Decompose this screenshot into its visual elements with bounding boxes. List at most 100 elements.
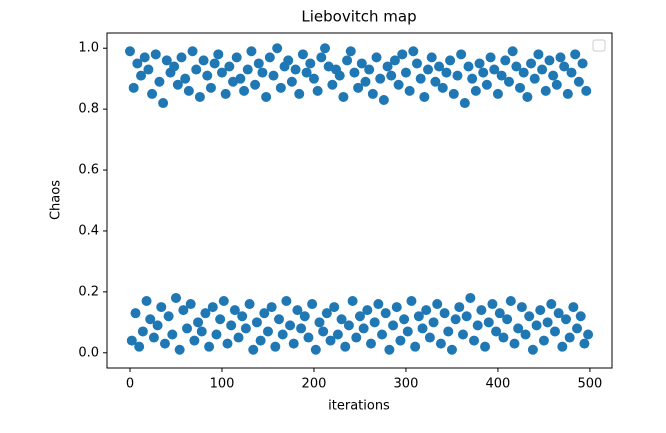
scatter-point bbox=[435, 338, 446, 349]
x-axis-label: iterations bbox=[328, 399, 390, 414]
scatter-point bbox=[553, 308, 564, 319]
scatter-point bbox=[572, 323, 583, 334]
scatter-point bbox=[434, 61, 445, 72]
scatter-point bbox=[266, 302, 277, 313]
scatter-point bbox=[310, 344, 321, 355]
scatter-point bbox=[283, 55, 294, 66]
plot-marks bbox=[124, 43, 594, 355]
scatter-point bbox=[314, 317, 325, 328]
scatter-point bbox=[124, 46, 135, 57]
scatter-point bbox=[386, 70, 397, 81]
scatter-point bbox=[130, 308, 141, 319]
scatter-point bbox=[351, 332, 362, 343]
scatter-point bbox=[137, 326, 148, 337]
scatter-point bbox=[410, 341, 421, 352]
scatter-point bbox=[194, 91, 205, 102]
scatter-point bbox=[286, 76, 297, 87]
scatter-point bbox=[511, 61, 522, 72]
scatter-point bbox=[235, 73, 246, 84]
scatter-point bbox=[145, 314, 156, 325]
scatter-point bbox=[150, 49, 161, 60]
scatter-point bbox=[513, 323, 524, 334]
scatter-point bbox=[329, 302, 340, 313]
scatter-point bbox=[126, 335, 137, 346]
scatter-point bbox=[204, 341, 215, 352]
scatter-point bbox=[213, 49, 224, 60]
x-tick-label: 100 bbox=[210, 377, 235, 392]
scatter-point bbox=[207, 302, 218, 313]
scatter-point bbox=[237, 311, 248, 322]
scatter-point bbox=[272, 43, 283, 54]
scatter-point bbox=[312, 85, 323, 96]
scatter-point bbox=[132, 58, 143, 69]
scatter-point bbox=[170, 292, 181, 303]
scatter-point bbox=[520, 329, 531, 340]
scatter-point bbox=[211, 329, 222, 340]
scatter-point bbox=[222, 338, 233, 349]
scatter-point bbox=[397, 49, 408, 60]
scatter-point bbox=[285, 320, 296, 331]
scatter-point bbox=[342, 55, 353, 66]
scatter-point bbox=[470, 85, 481, 96]
scatter-point bbox=[395, 335, 406, 346]
scatter-point bbox=[183, 85, 194, 96]
scatter-point bbox=[457, 329, 468, 340]
scatter-point bbox=[443, 326, 454, 337]
scatter-point bbox=[139, 52, 150, 63]
scatter-point bbox=[487, 299, 498, 310]
scatter-point bbox=[292, 305, 303, 316]
scatter-point bbox=[415, 73, 426, 84]
scatter-point bbox=[533, 49, 544, 60]
scatter-point bbox=[274, 314, 285, 325]
x-tick-label: 200 bbox=[302, 377, 327, 392]
scatter-point bbox=[535, 305, 546, 316]
scatter-point bbox=[152, 320, 163, 331]
scatter-point bbox=[492, 88, 503, 99]
scatter-point bbox=[360, 76, 371, 87]
scatter-point bbox=[176, 52, 187, 63]
scatter-point bbox=[242, 64, 253, 75]
y-axis-label: Chaos bbox=[49, 180, 64, 220]
scatter-point bbox=[198, 55, 209, 66]
x-tick-label: 400 bbox=[486, 377, 511, 392]
scatter-point bbox=[338, 91, 349, 102]
scatter-point bbox=[161, 55, 172, 66]
scatter-point bbox=[500, 55, 511, 66]
scatter-point bbox=[548, 70, 559, 81]
scatter-point bbox=[494, 308, 505, 319]
scatter-point bbox=[250, 79, 261, 90]
scatter-point bbox=[216, 67, 227, 78]
scatter-point bbox=[461, 311, 472, 322]
scatter-point bbox=[255, 335, 266, 346]
scatter-point bbox=[388, 320, 399, 331]
scatter-point bbox=[463, 61, 474, 72]
scatter-point bbox=[172, 79, 183, 90]
scatter-point bbox=[421, 305, 432, 316]
scatter-point bbox=[448, 88, 459, 99]
scatter-point bbox=[577, 58, 588, 69]
scatter-point bbox=[334, 70, 345, 81]
scatter-point bbox=[307, 299, 318, 310]
scatter-point bbox=[581, 85, 592, 96]
scatter-point bbox=[496, 70, 507, 81]
scatter-point bbox=[178, 305, 189, 316]
scatter-point bbox=[515, 82, 526, 93]
scatter-point bbox=[570, 49, 581, 60]
scatter-point bbox=[404, 85, 415, 96]
scatter-point bbox=[375, 73, 386, 84]
scatter-point bbox=[498, 332, 509, 343]
scatter-point bbox=[364, 64, 375, 75]
scatter-point bbox=[229, 305, 240, 316]
scatter-point bbox=[481, 79, 492, 90]
scatter-point bbox=[156, 302, 167, 313]
scatter-point bbox=[555, 52, 566, 63]
scatter-point bbox=[332, 329, 343, 340]
scatter-point bbox=[417, 323, 428, 334]
scatter-point bbox=[275, 82, 286, 93]
scatter-point bbox=[270, 341, 281, 352]
scatter-point bbox=[467, 73, 478, 84]
scatter-point bbox=[180, 73, 191, 84]
scatter-point bbox=[209, 58, 220, 69]
scatter-point bbox=[343, 320, 354, 331]
